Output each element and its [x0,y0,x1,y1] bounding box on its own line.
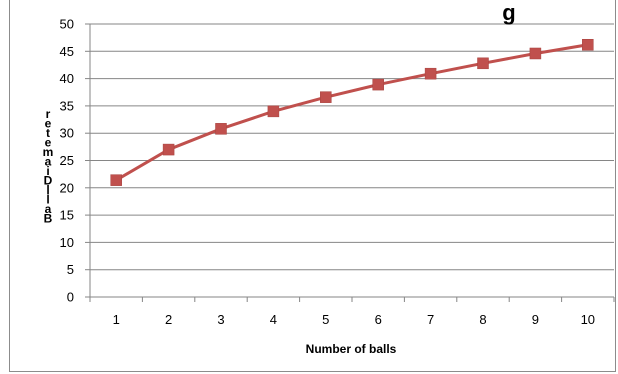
x-tick-label: 2 [165,312,172,327]
y-tick-label: 20 [60,180,74,195]
axes [85,23,615,302]
y-tick-label: 15 [60,208,74,223]
chart-area [9,0,616,372]
x-tick-label: 9 [532,312,539,327]
x-axis-title: Number of balls [306,342,397,356]
gridlines [90,23,614,271]
y-tick-label: 35 [60,98,74,113]
x-tick-label: 4 [270,312,277,327]
y-tick-label: 5 [67,262,74,277]
y-tick-label: 10 [60,235,74,250]
y-tick-label: 40 [60,71,74,86]
y-tick-label: 0 [67,290,74,305]
x-tick-label: 3 [217,312,224,327]
x-tick-label: 1 [113,312,120,327]
series-line [115,43,589,182]
x-tick-label: 7 [427,312,434,327]
data-point [424,67,437,80]
y-tick-label: 50 [60,17,74,32]
x-tick-label: 10 [581,312,595,327]
x-tick-label: 6 [375,312,382,327]
y-tick-label: 45 [60,44,74,59]
x-tick-label: 8 [479,312,486,327]
data-point [215,123,227,135]
data-point [267,105,280,118]
data-point [110,174,122,186]
series-1 [110,38,594,186]
data-point [372,78,384,91]
data-point [320,91,332,103]
x-tick-label: 5 [322,312,329,327]
data-point [477,57,489,70]
data-point [582,38,594,51]
data-point [529,47,542,60]
y-tick-label: 30 [60,126,74,141]
y-tick-label: 25 [60,153,74,168]
chart-title: g [502,0,515,25]
data-point [162,143,175,156]
